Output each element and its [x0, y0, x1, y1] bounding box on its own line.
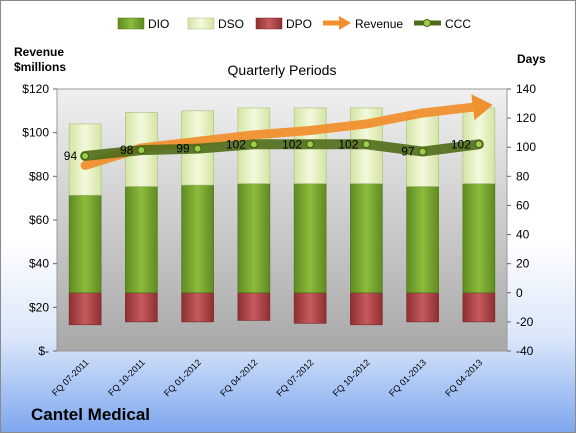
left-tick-label: $60 — [29, 213, 49, 227]
bar-dpo — [237, 292, 271, 321]
legend-swatch-dio — [117, 17, 145, 30]
right-tick-label: 40 — [516, 228, 530, 242]
left-axis-label-line1: Revenue — [14, 45, 64, 59]
legend-label-dio: DIO — [148, 17, 169, 31]
ccc-point — [306, 140, 315, 149]
bar-layer — [68, 107, 496, 326]
legend-label-dpo: DPO — [286, 17, 312, 31]
left-tick-label: $40 — [29, 257, 49, 271]
ccc-data-label: 94 — [64, 149, 78, 163]
left-axis-ticks: $- $20 $40 $60 $80 $100 $120 — [22, 82, 57, 358]
left-axis-label-line2: $millions — [14, 60, 66, 74]
right-tick-label: 140 — [516, 82, 536, 96]
ccc-data-label: 99 — [176, 142, 190, 156]
company-name: Cantel Medical — [31, 405, 151, 424]
bar-dio — [462, 183, 496, 294]
x-tick-label: FQ 04-2013 — [443, 357, 484, 398]
ccc-data-label: 97 — [401, 145, 415, 159]
bar-dio — [181, 184, 214, 294]
bar-dio — [293, 183, 327, 294]
bar-dpo — [68, 292, 102, 326]
right-tick-label: 60 — [516, 198, 530, 212]
legend-swatch-ccc — [414, 19, 441, 27]
bar-dio — [125, 186, 158, 294]
right-tick-label: 0 — [516, 286, 523, 300]
ccc-data-label: 102 — [226, 137, 246, 151]
x-tick-label: FQ 04-2012 — [218, 357, 259, 398]
legend-swatch-dpo — [255, 17, 283, 30]
right-tick-label: -40 — [516, 344, 534, 358]
ccc-point — [193, 144, 202, 153]
right-axis-label: Days — [517, 52, 546, 66]
ccc-point — [362, 140, 371, 149]
line-ccc — [80, 139, 484, 161]
line-layer — [80, 94, 493, 170]
right-tick-label: 100 — [516, 140, 536, 154]
ccc-point — [81, 151, 90, 160]
bar-dpo — [462, 292, 496, 323]
bar-dio — [406, 186, 439, 294]
left-tick-label: $80 — [29, 169, 49, 183]
legend: DIO DSO DPO Revenue CCC — [117, 16, 471, 31]
legend-label-revenue: Revenue — [355, 17, 403, 31]
chart-title: Quarterly Periods — [228, 62, 337, 78]
ccc-data-label: 102 — [451, 137, 471, 151]
legend-label-dso: DSO — [218, 17, 244, 31]
ccc-point — [474, 140, 483, 149]
bar-dpo — [293, 292, 327, 324]
legend-swatch-revenue — [323, 16, 351, 30]
right-tick-label: 120 — [516, 111, 536, 125]
x-tick-label: FQ 01-2012 — [162, 357, 203, 398]
left-tick-label: $100 — [22, 126, 49, 140]
x-tick-label: FQ 07-2012 — [275, 357, 316, 398]
label-layer: 94 98 99 102 102 102 97 102 — [64, 137, 471, 163]
right-tick-label: 20 — [516, 257, 530, 271]
legend-label-ccc: CCC — [445, 17, 471, 31]
bar-dpo — [181, 292, 214, 323]
left-tick-label: $120 — [22, 82, 49, 96]
ccc-point — [249, 140, 258, 149]
x-tick-label: FQ 10-2011 — [106, 357, 147, 398]
x-tick-label: FQ 10-2012 — [331, 357, 372, 398]
bar-dio — [350, 183, 383, 294]
ccc-point — [418, 147, 427, 156]
ccc-point — [137, 146, 146, 155]
bar-dpo — [406, 292, 439, 323]
x-tick-label: FQ 01-2013 — [387, 357, 428, 398]
revenue-arrowhead — [471, 94, 493, 121]
bar-dio — [68, 194, 102, 294]
ccc-data-label: 102 — [282, 137, 302, 151]
x-axis-ticks: FQ 07-2011 FQ 10-2011 FQ 01-2012 FQ 04-2012… — [50, 357, 484, 398]
bar-dio — [237, 183, 271, 294]
right-tick-label: -20 — [516, 315, 534, 329]
right-axis-ticks: -40 -20 0 20 40 60 80 100 120 140 — [507, 82, 536, 358]
left-tick-label: $20 — [29, 300, 49, 314]
ccc-data-label: 102 — [338, 137, 358, 151]
bar-dpo — [350, 292, 383, 326]
bar-dpo — [125, 292, 158, 323]
right-tick-label: 80 — [516, 169, 530, 183]
legend-swatch-dso — [187, 17, 215, 30]
ccc-data-label: 98 — [120, 143, 134, 157]
left-tick-label: $- — [38, 344, 49, 358]
x-tick-label: FQ 07-2011 — [50, 357, 91, 398]
